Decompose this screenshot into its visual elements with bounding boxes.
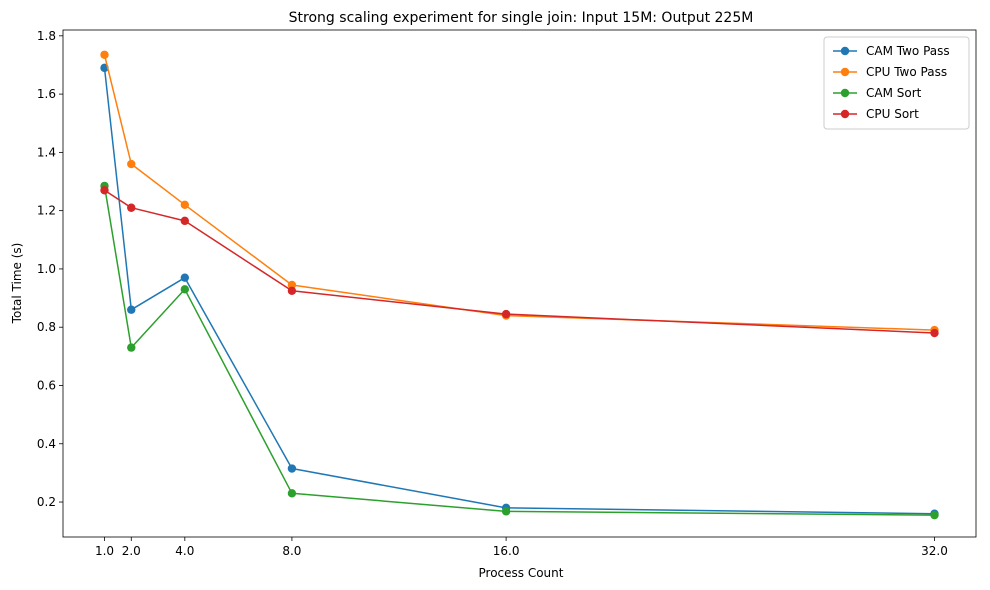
legend-box	[823, 36, 970, 130]
y-tick-label: 1.6	[37, 87, 56, 101]
series-layer	[100, 50, 939, 520]
y-axis: 0.2 0.4 0.6 0.8 1.0 1.2 1.4 1.6 1.8	[37, 29, 63, 509]
data-point-cam-two-pass	[127, 305, 136, 314]
series-line-cam-sort	[103, 185, 935, 516]
legend-swatch-marker	[840, 88, 850, 98]
legend-item: CAM Two Pass	[833, 44, 950, 58]
y-tick-label: 0.8	[37, 320, 56, 334]
chart-title: Strong scaling experiment for single joi…	[289, 10, 754, 26]
legend-swatch-marker	[840, 46, 850, 56]
series-line-cam-two-pass	[103, 67, 935, 515]
y-axis-label: Total Time (s)	[10, 243, 24, 325]
x-tick-label: 2.0	[122, 544, 141, 558]
x-tick-label: 1.0	[95, 544, 114, 558]
legend-swatch-marker	[840, 109, 850, 119]
data-point-cpu-two-pass	[180, 200, 190, 210]
data-point-cam-sort	[287, 489, 297, 498]
plot-frame	[62, 29, 977, 538]
data-point-cam-sort	[501, 507, 511, 516]
legend-swatch-marker	[840, 67, 850, 77]
data-point-cpu-two-pass	[127, 159, 136, 169]
x-tick-label: 16.0	[493, 544, 520, 558]
data-point-cpu-sort	[180, 216, 190, 226]
data-point-cpu-sort	[100, 186, 109, 195]
legend-label: CPU Two Pass	[866, 65, 947, 79]
y-tick-label: 1.2	[37, 204, 56, 218]
data-point-cpu-sort	[287, 286, 297, 295]
data-point-cam-sort	[180, 285, 190, 294]
y-tick-label: 1.0	[37, 262, 56, 276]
x-axis: 1.0 2.0 4.0 8.0 16.0 32.0	[95, 537, 948, 558]
y-tick-label: 0.6	[37, 378, 56, 392]
x-tick-label: 8.0	[282, 544, 301, 558]
y-tick-label: 1.8	[37, 29, 56, 43]
x-tick-label: 4.0	[175, 544, 194, 558]
y-tick-label: 1.4	[37, 145, 56, 159]
y-tick-label: 0.2	[37, 495, 56, 509]
series-cpu-two-pass	[100, 50, 939, 335]
series-cpu-sort	[100, 186, 939, 338]
legend-item: CAM Sort	[833, 86, 922, 100]
series-line-cpu-sort	[104, 189, 935, 334]
data-point-cpu-two-pass	[287, 280, 297, 290]
x-tick-label: 32.0	[921, 544, 948, 558]
legend-label: CAM Sort	[866, 86, 922, 100]
legend: CAM Two Pass CPU Two Pass CAM Sort CPU Sort	[823, 36, 970, 130]
series-line-cpu-two-pass	[103, 54, 935, 331]
legend-label: CPU Sort	[866, 107, 919, 121]
data-point-cpu-two-pass	[100, 50, 109, 59]
series-cam-two-pass	[100, 63, 939, 518]
y-tick-label: 0.4	[37, 437, 56, 451]
data-point-cam-sort	[930, 510, 939, 520]
legend-item: CPU Sort	[833, 107, 919, 121]
data-point-cam-two-pass	[287, 464, 297, 473]
plot-area	[62, 29, 977, 538]
legend-item: CPU Two Pass	[833, 65, 947, 79]
data-point-cam-two-pass	[180, 273, 190, 282]
data-point-cpu-sort	[127, 203, 136, 212]
data-point-cpu-sort	[501, 309, 511, 319]
data-point-cam-sort	[127, 343, 136, 352]
data-point-cpu-sort	[930, 328, 939, 338]
x-axis-label: Process Count	[479, 566, 564, 580]
legend-label: CAM Two Pass	[866, 44, 950, 58]
